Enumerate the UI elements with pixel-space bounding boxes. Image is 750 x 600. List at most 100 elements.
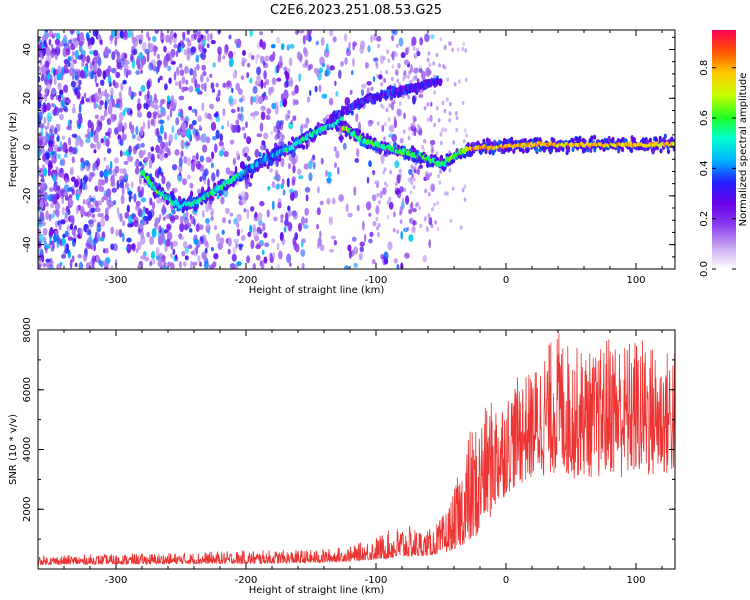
heatmap-cell (110, 87, 114, 97)
heatmap-cell (317, 242, 320, 250)
heatmap-cell (69, 258, 73, 269)
heatmap-cell (52, 173, 56, 182)
heatmap-cell (121, 134, 127, 141)
heatmap-cell (372, 76, 376, 82)
heatmap-cell (224, 44, 229, 53)
heatmap-cell (312, 161, 316, 170)
heatmap-cell (92, 144, 97, 149)
heatmap-cell (399, 186, 404, 193)
heatmap-cell (100, 79, 105, 86)
heatmap-cell (278, 250, 283, 260)
heatmap-cell (220, 190, 224, 196)
heatmap-cell (126, 30, 132, 38)
heatmap-cell (304, 186, 311, 193)
heatmap-cell (156, 217, 160, 225)
heatmap-cell (287, 162, 292, 170)
heatmap-cell (266, 209, 270, 218)
heatmap-cell (463, 184, 467, 189)
heatmap-cell (97, 33, 101, 39)
heatmap-cell (158, 225, 162, 234)
heatmap-cell (440, 128, 444, 133)
heatmap-cell (52, 51, 56, 57)
heatmap-cell (45, 261, 51, 268)
heatmap-cell (205, 223, 211, 233)
heatmap-cell (247, 231, 252, 237)
heatmap-cell (156, 197, 162, 204)
heatmap-cell (96, 166, 99, 171)
heatmap-cell (250, 206, 255, 212)
heatmap-cell (50, 260, 54, 266)
heatmap-cell (232, 246, 237, 254)
heatmap-cell (446, 97, 449, 102)
heatmap-cell (93, 237, 98, 244)
heatmap-cell (62, 47, 66, 53)
heatmap-cell (265, 95, 268, 101)
heatmap-cell (193, 218, 196, 227)
heatmap-cell (148, 36, 151, 42)
heatmap-cell (200, 134, 205, 143)
heatmap-cell (237, 113, 243, 120)
heatmap-cell (411, 78, 415, 83)
heatmap-cell (412, 46, 416, 51)
heatmap-cell (434, 220, 437, 225)
heatmap-cell (106, 147, 112, 154)
heatmap-cell (178, 95, 185, 101)
heatmap-cell (199, 155, 205, 163)
heatmap-cell (423, 217, 427, 222)
heatmap-cell (137, 185, 141, 193)
heatmap-cell (69, 119, 73, 125)
heatmap-cell (64, 153, 68, 158)
heatmap-cell (504, 138, 509, 145)
heatmap-cell (120, 178, 124, 187)
heatmap-cell (66, 225, 71, 232)
heatmap-cell (122, 168, 127, 175)
heatmap-cell (380, 154, 385, 164)
heatmap-cell (256, 75, 260, 85)
heatmap-cell (171, 125, 175, 134)
heatmap-cell (331, 197, 336, 205)
heatmap-cell (197, 30, 202, 36)
heatmap-cell (320, 244, 325, 252)
heatmap-cell (412, 185, 416, 190)
heatmap-cell (160, 30, 163, 37)
heatmap-cell (388, 133, 394, 138)
heatmap-cell (57, 123, 61, 132)
heatmap-cell (302, 34, 306, 45)
heatmap-cell (100, 115, 105, 121)
x-tick-label: -100 (365, 575, 388, 586)
heatmap-cell (167, 65, 172, 72)
heatmap-cell (153, 104, 159, 111)
heatmap-cell (54, 229, 59, 236)
heatmap-cell (254, 148, 260, 158)
heatmap-cell (98, 259, 102, 266)
heatmap-cell (286, 253, 292, 264)
heatmap-cell (154, 30, 159, 34)
heatmap-cell (412, 131, 415, 136)
heatmap-cell (590, 135, 594, 141)
heatmap-cell (51, 109, 55, 115)
heatmap-cell (326, 197, 331, 205)
heatmap-cell (291, 179, 296, 186)
heatmap-cell (388, 196, 392, 202)
heatmap-cell (177, 195, 182, 201)
heatmap-cell (231, 253, 237, 262)
heatmap-cell (377, 232, 380, 238)
heatmap-cell (261, 41, 266, 50)
heatmap-cell (279, 99, 283, 108)
heatmap-cell (183, 86, 189, 91)
snr-frame (37, 329, 676, 570)
heatmap-cell (56, 72, 62, 81)
heatmap-cell (393, 258, 398, 264)
heatmap-cell (430, 143, 434, 148)
heatmap-cell (57, 65, 62, 75)
heatmap-cell (159, 99, 163, 109)
heatmap-cell (111, 67, 117, 74)
heatmap-cell (172, 99, 178, 109)
heatmap-cell (71, 176, 76, 182)
heatmap-cell (213, 253, 219, 260)
heatmap-cell (207, 186, 211, 192)
heatmap-cell (240, 190, 246, 200)
heatmap-cell (443, 46, 447, 51)
heatmap-cell (351, 236, 357, 242)
heatmap-cell (55, 107, 60, 116)
